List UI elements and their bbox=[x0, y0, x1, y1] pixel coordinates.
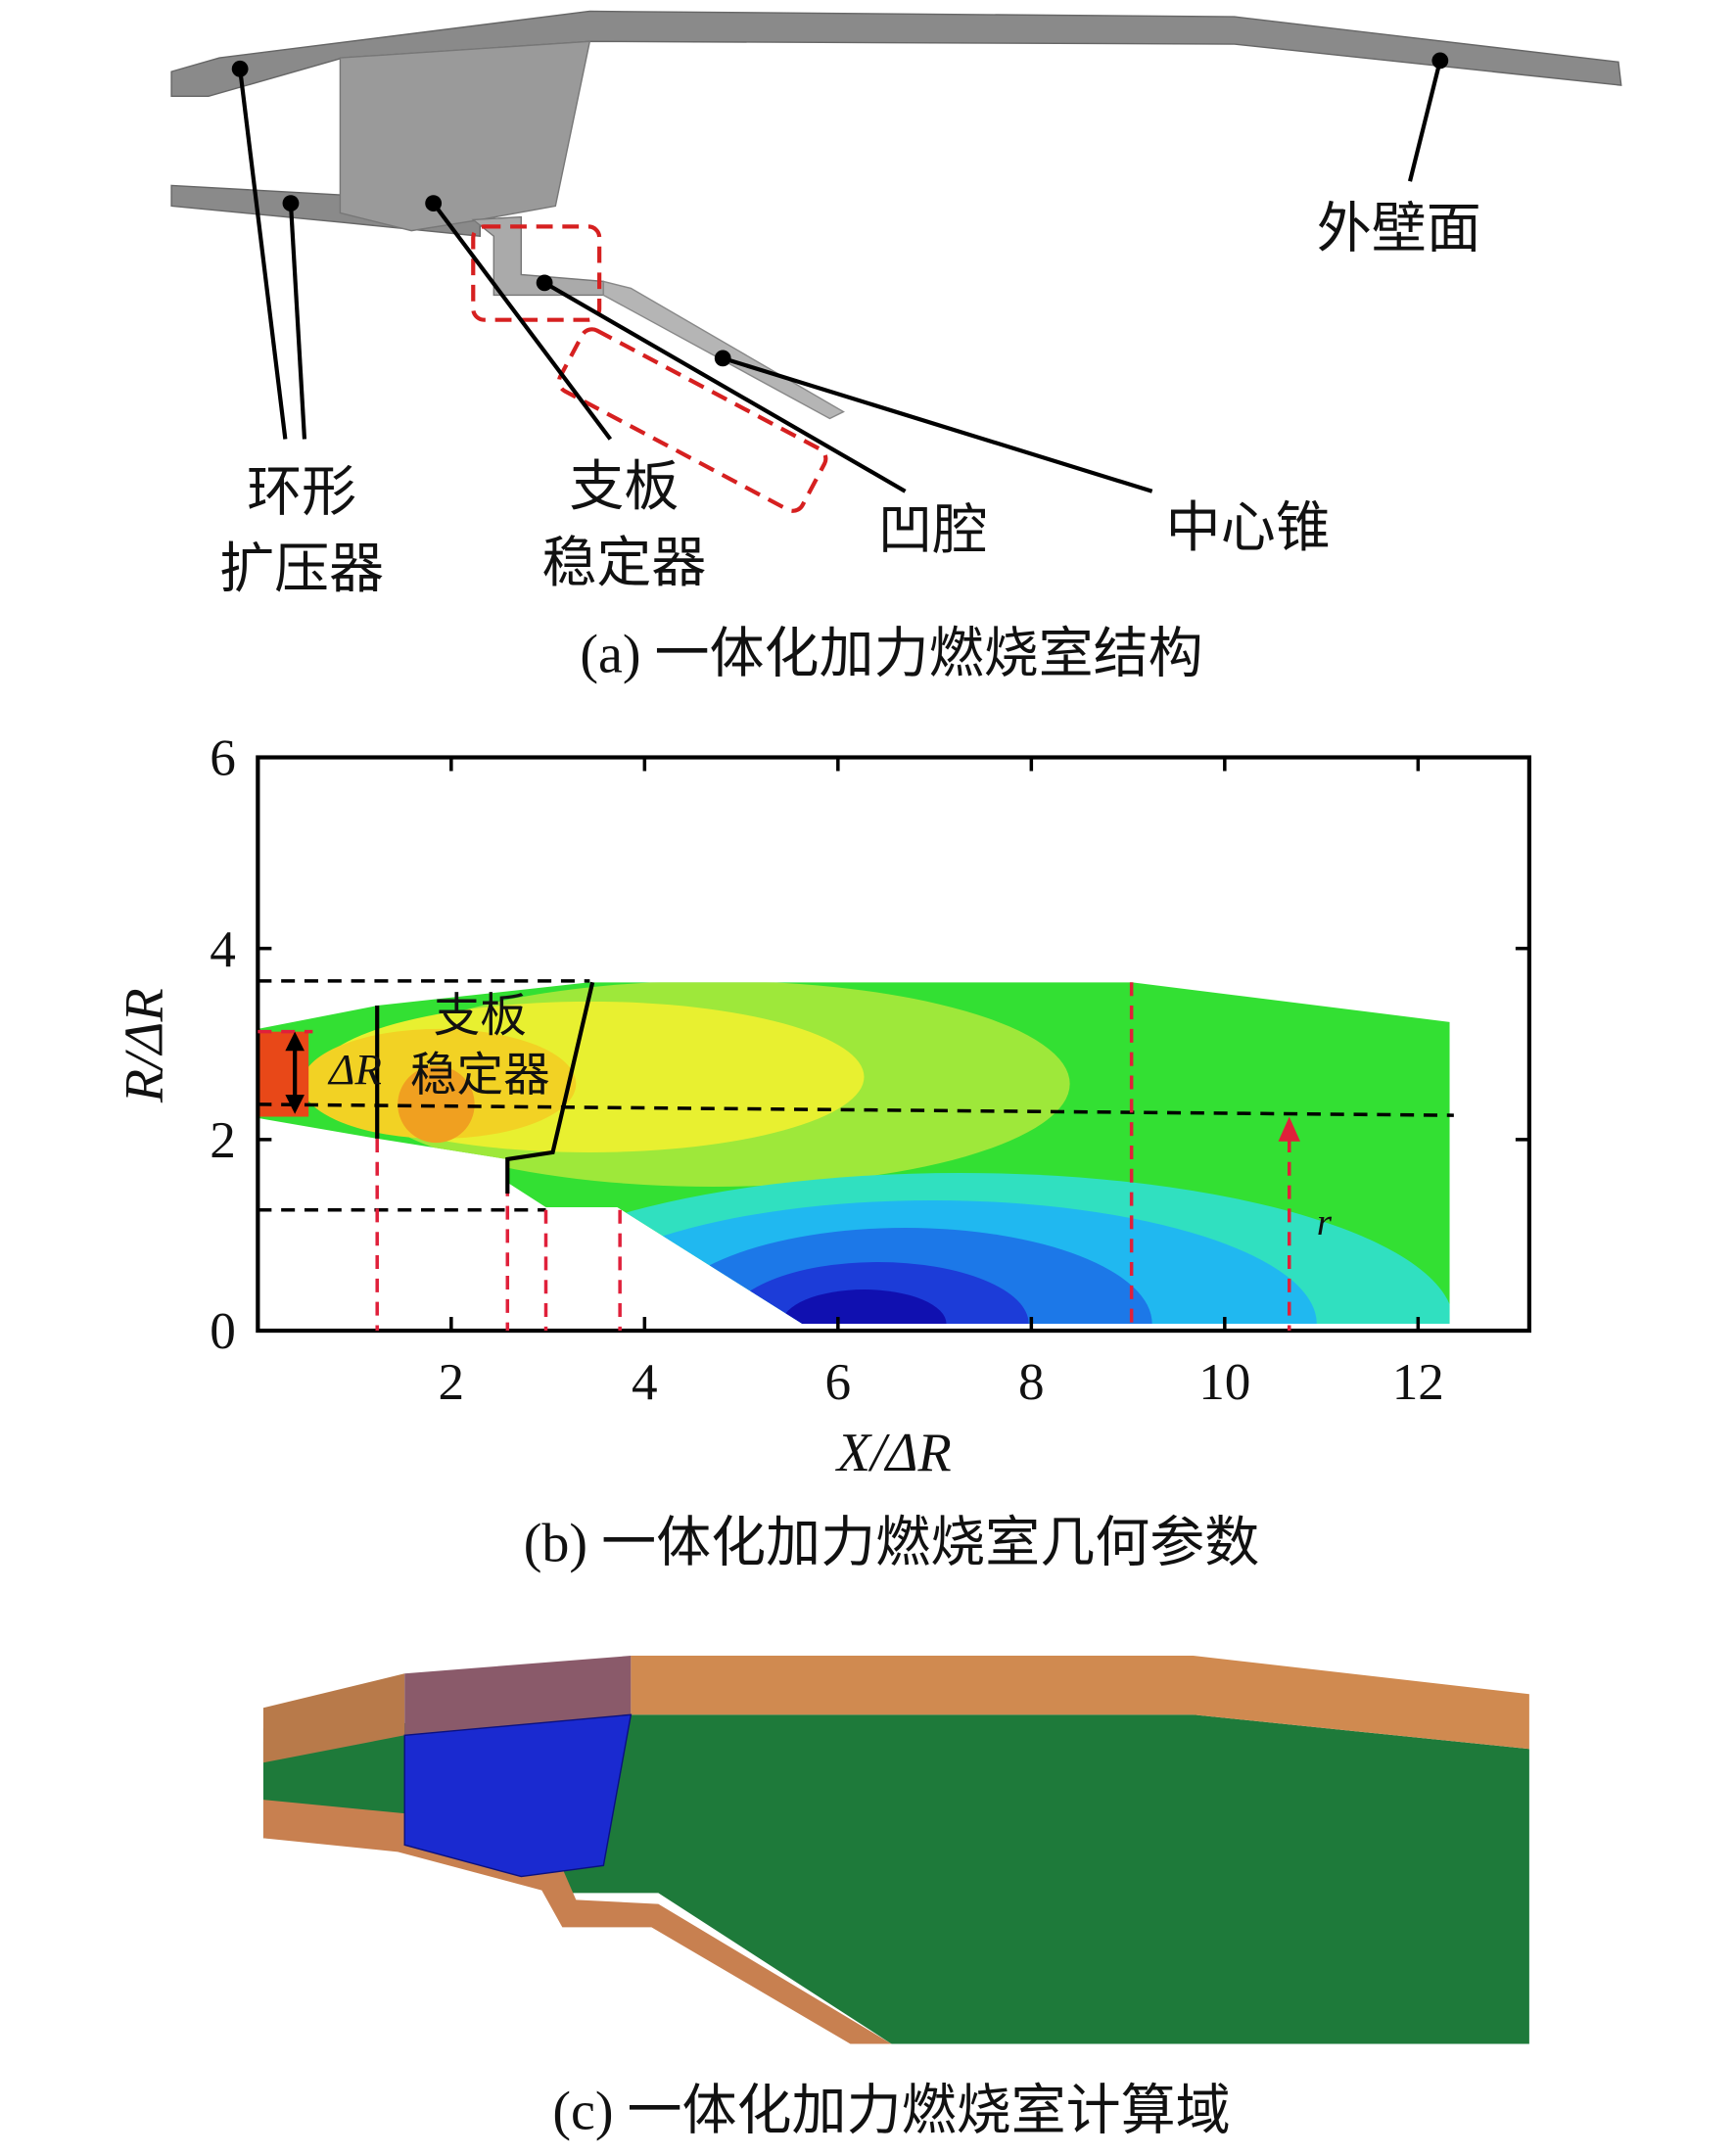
delta-r-label: ΔR bbox=[327, 1045, 382, 1094]
x-axis-label: X/ΔR bbox=[835, 1423, 952, 1483]
caption: (b) 一体化加力燃烧室几何参数 bbox=[524, 1513, 1260, 1573]
y-tick-label: 4 bbox=[210, 920, 236, 978]
red-guides bbox=[258, 982, 1291, 1332]
y-tick-label: 0 bbox=[210, 1302, 236, 1360]
axes-frame bbox=[256, 755, 1531, 1334]
guide-lines bbox=[258, 979, 1454, 1212]
label: 稳定器 bbox=[541, 534, 706, 594]
dr-arrowhead bbox=[285, 1031, 305, 1052]
caption: (a) 一体化加力燃烧室结构 bbox=[580, 625, 1202, 685]
panel-a: 环形 扩压器 支板 稳定器 凹腔 中心锥 外壁面 (a) 一体化加力燃烧室结构 bbox=[170, 10, 1622, 685]
r-arrowhead bbox=[1278, 1116, 1300, 1142]
casing bbox=[631, 1656, 1529, 1750]
outer-wall bbox=[170, 10, 1622, 98]
strut-block bbox=[403, 1713, 633, 1878]
strut bbox=[339, 40, 591, 232]
panel-b: ΔR r 支板 稳定器 X/ΔR R/ΔR (b) 一体化加力燃烧室几何参数 2… bbox=[114, 729, 1531, 1573]
x-tick-label: 2 bbox=[439, 1353, 465, 1411]
x-tick-label: 12 bbox=[1392, 1353, 1444, 1411]
strut-label: 支板 bbox=[434, 992, 527, 1043]
x-tick-label: 4 bbox=[632, 1353, 658, 1411]
label: 外壁面 bbox=[1317, 199, 1481, 259]
strut-outline bbox=[293, 981, 595, 1194]
strut-label: 稳定器 bbox=[410, 1051, 550, 1101]
label: 支板 bbox=[569, 457, 679, 518]
x-tick-label: 6 bbox=[825, 1353, 852, 1411]
label: 中心锥 bbox=[1166, 498, 1331, 559]
label: 扩压器 bbox=[219, 539, 384, 600]
casing-top bbox=[404, 1656, 632, 1736]
dots bbox=[231, 52, 1449, 367]
cavity-box bbox=[471, 224, 602, 322]
dr-arrowhead bbox=[285, 1095, 305, 1114]
leaders bbox=[238, 60, 1442, 493]
y-axis-label: R/ΔR bbox=[114, 988, 174, 1103]
inner-casing bbox=[262, 1800, 892, 2044]
label: 环形 bbox=[247, 462, 356, 523]
y-tick-label: 6 bbox=[210, 729, 236, 787]
cone-box bbox=[556, 327, 828, 513]
contour bbox=[258, 982, 1450, 1325]
y-tick-label: 2 bbox=[210, 1111, 236, 1169]
x-tick-label: 10 bbox=[1198, 1353, 1250, 1411]
x-tick-label: 8 bbox=[1018, 1353, 1045, 1411]
cone bbox=[602, 280, 845, 420]
casing bbox=[262, 1673, 405, 1763]
caption: (c) 一体化加力燃烧室计算域 bbox=[552, 2081, 1230, 2141]
panel-c: (c) 一体化加力燃烧室计算域 bbox=[262, 1656, 1529, 2141]
r-label: r bbox=[1317, 1201, 1333, 1243]
label: 凹腔 bbox=[878, 501, 988, 562]
